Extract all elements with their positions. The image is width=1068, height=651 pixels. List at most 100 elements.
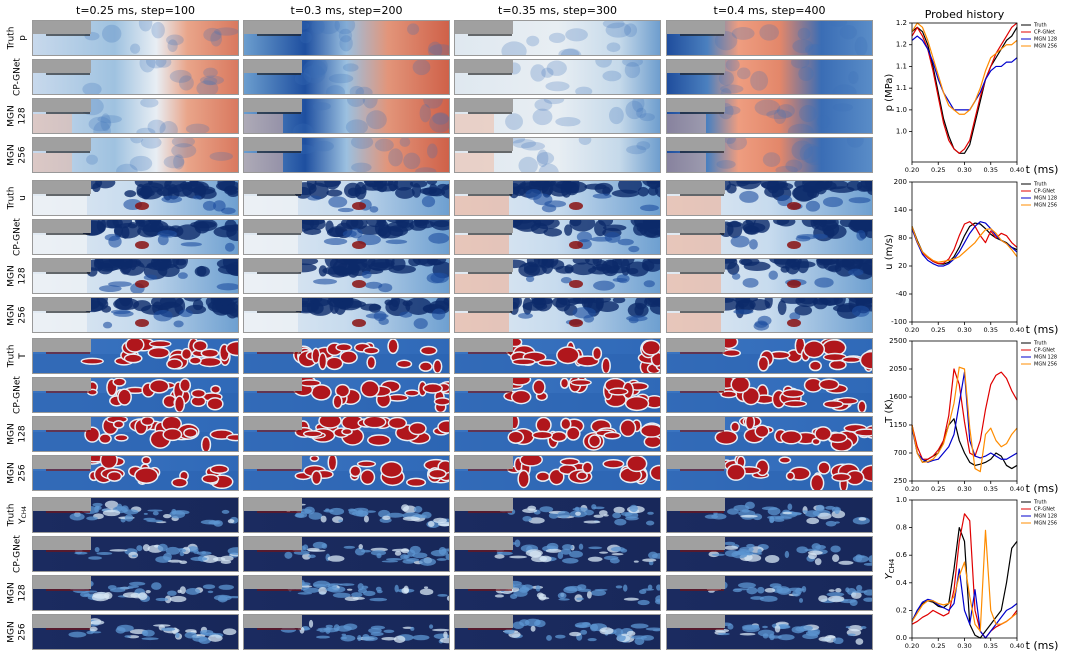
fuel-swirl bbox=[863, 597, 873, 602]
fuel-swirl bbox=[427, 520, 435, 527]
flame-core bbox=[420, 362, 432, 371]
fuel-swirl bbox=[104, 500, 119, 509]
pressure-spot bbox=[718, 71, 734, 86]
fuel-swirl bbox=[185, 587, 201, 595]
field-panel bbox=[666, 614, 873, 650]
velocity-eddy bbox=[727, 220, 743, 239]
row-label: Truth bbox=[7, 27, 17, 51]
fuel-swirl bbox=[169, 595, 187, 603]
fuel-swirl bbox=[202, 584, 216, 590]
flame-core bbox=[101, 455, 117, 468]
velocity-eddy bbox=[513, 185, 526, 197]
fuel-swirl bbox=[333, 624, 340, 632]
velocity-eddy bbox=[98, 285, 122, 292]
fuel-swirl bbox=[815, 544, 826, 550]
velocity-hotspot bbox=[569, 202, 583, 210]
velocity-eddy bbox=[523, 264, 547, 276]
row-label: Truth bbox=[7, 504, 17, 528]
flame-core bbox=[162, 416, 181, 431]
panel-border bbox=[454, 614, 661, 650]
velocity-eddy bbox=[822, 196, 844, 208]
velocity-eddy bbox=[180, 242, 202, 247]
pressure-spot bbox=[139, 59, 156, 73]
fuel-swirl bbox=[136, 545, 143, 552]
fuel-swirl bbox=[522, 515, 532, 522]
y-tick-label: 1.1 bbox=[896, 62, 907, 70]
flame-core bbox=[593, 348, 601, 359]
fuel-swirl bbox=[369, 597, 388, 602]
velocity-eddy bbox=[171, 183, 193, 197]
fuel-swirl bbox=[131, 555, 138, 558]
legend-label: MGN 256 bbox=[1034, 362, 1057, 368]
field-panel bbox=[32, 575, 239, 611]
velocity-eddy bbox=[773, 219, 790, 226]
velocity-eddy bbox=[534, 219, 560, 230]
flame-core bbox=[312, 471, 321, 484]
fuel-swirl bbox=[739, 632, 756, 636]
flame-core bbox=[368, 435, 390, 445]
panel-border bbox=[666, 497, 873, 533]
velocity-hotspot bbox=[135, 319, 149, 327]
fuel-swirl bbox=[401, 504, 410, 512]
panel-border bbox=[666, 297, 873, 333]
flame-core bbox=[407, 479, 425, 486]
wall-block bbox=[243, 497, 302, 511]
pressure-spot bbox=[86, 154, 98, 165]
velocity-eddy bbox=[595, 300, 619, 312]
pressure-spot bbox=[565, 28, 588, 42]
flame-core bbox=[769, 352, 789, 358]
pressure-spot bbox=[93, 121, 111, 134]
fuel-swirl bbox=[88, 556, 102, 560]
fuel-swirl bbox=[557, 552, 564, 559]
variable-name: p bbox=[18, 35, 28, 41]
velocity-eddy bbox=[429, 219, 450, 231]
flame-core bbox=[361, 470, 374, 484]
velocity-eddy bbox=[226, 224, 239, 242]
x-tick-label: 0.40 bbox=[1010, 642, 1024, 650]
fuel-swirl bbox=[868, 555, 873, 563]
pressure-spot bbox=[419, 104, 431, 123]
velocity-eddy bbox=[202, 200, 217, 211]
flame-core bbox=[784, 401, 806, 406]
velocity-eddy bbox=[364, 180, 384, 187]
fuel-swirl bbox=[549, 546, 555, 550]
fuel-swirl bbox=[151, 582, 162, 590]
x-tick-label: 0.25 bbox=[931, 166, 945, 174]
fuel-swirl bbox=[598, 510, 608, 516]
y-axis-name: T (K) bbox=[884, 399, 895, 424]
flame-core bbox=[227, 342, 239, 355]
pressure-spot bbox=[839, 25, 857, 40]
velocity-eddy bbox=[334, 258, 359, 265]
fuel-swirl bbox=[564, 585, 582, 592]
velocity-eddy bbox=[509, 219, 537, 230]
flame-core bbox=[342, 416, 363, 429]
row-label: MGN bbox=[7, 462, 17, 483]
series-line bbox=[911, 513, 1018, 639]
velocity-eddy bbox=[374, 219, 389, 237]
pressure-spot bbox=[415, 167, 437, 173]
pressure-spot bbox=[639, 113, 655, 122]
fuel-swirl bbox=[750, 596, 765, 600]
velocity-eddy bbox=[412, 258, 430, 266]
pressure-spot bbox=[82, 82, 102, 95]
pressure-spot bbox=[166, 34, 184, 46]
panel-border bbox=[243, 338, 450, 374]
panel-border bbox=[243, 137, 450, 173]
fuel-swirl bbox=[401, 548, 410, 554]
field-panel bbox=[32, 497, 239, 533]
pressure-spot bbox=[407, 23, 420, 35]
flame-core bbox=[336, 385, 349, 397]
velocity-eddy bbox=[757, 315, 772, 326]
pressure-spot bbox=[171, 143, 197, 159]
fuel-swirl bbox=[430, 549, 449, 557]
field-panel bbox=[454, 455, 661, 491]
fuel-swirl bbox=[192, 636, 208, 642]
fuel-swirl bbox=[143, 512, 148, 515]
flame-core bbox=[435, 398, 450, 405]
pressure-spot bbox=[723, 137, 737, 144]
x-tick-label: 0.20 bbox=[905, 166, 919, 174]
fuel-swirl bbox=[782, 511, 793, 515]
velocity-eddy bbox=[590, 236, 613, 242]
flame-core bbox=[211, 386, 220, 393]
